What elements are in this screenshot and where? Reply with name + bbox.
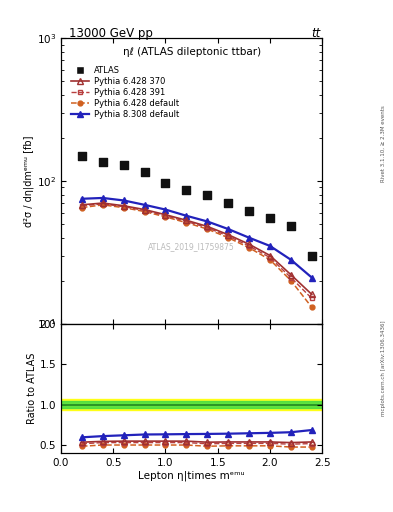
- Point: [288, 222, 294, 230]
- Point: [246, 206, 252, 215]
- Text: tt: tt: [311, 27, 320, 39]
- Point: [99, 158, 106, 166]
- Point: [225, 199, 231, 207]
- Point: [309, 251, 315, 260]
- Text: Rivet 3.1.10, ≥ 2.3M events: Rivet 3.1.10, ≥ 2.3M events: [381, 105, 386, 182]
- Point: [204, 190, 210, 199]
- Legend: ATLAS, Pythia 6.428 370, Pythia 6.428 391, Pythia 6.428 default, Pythia 8.308 de: ATLAS, Pythia 6.428 370, Pythia 6.428 39…: [68, 62, 182, 122]
- Text: 13000 GeV pp: 13000 GeV pp: [69, 27, 152, 39]
- Text: mcplots.cern.ch [arXiv:1306.3436]: mcplots.cern.ch [arXiv:1306.3436]: [381, 321, 386, 416]
- Point: [141, 168, 148, 177]
- Bar: [61, 401, 322, 408]
- Text: ATLAS_2019_I1759875: ATLAS_2019_I1759875: [148, 242, 235, 251]
- Point: [121, 161, 127, 169]
- X-axis label: Lepton η|times mᵉᵐᵘ: Lepton η|times mᵉᵐᵘ: [138, 471, 245, 481]
- Point: [162, 179, 169, 187]
- Point: [267, 214, 273, 222]
- Y-axis label: d²σ / dη|dmᵉᵐᵘ [fb]: d²σ / dη|dmᵉᵐᵘ [fb]: [24, 135, 34, 227]
- Y-axis label: Ratio to ATLAS: Ratio to ATLAS: [27, 353, 37, 424]
- Point: [183, 185, 189, 194]
- Point: [79, 152, 85, 160]
- Text: ηℓ (ATLAS dileptonic ttbar): ηℓ (ATLAS dileptonic ttbar): [123, 47, 261, 57]
- Bar: [61, 399, 322, 410]
